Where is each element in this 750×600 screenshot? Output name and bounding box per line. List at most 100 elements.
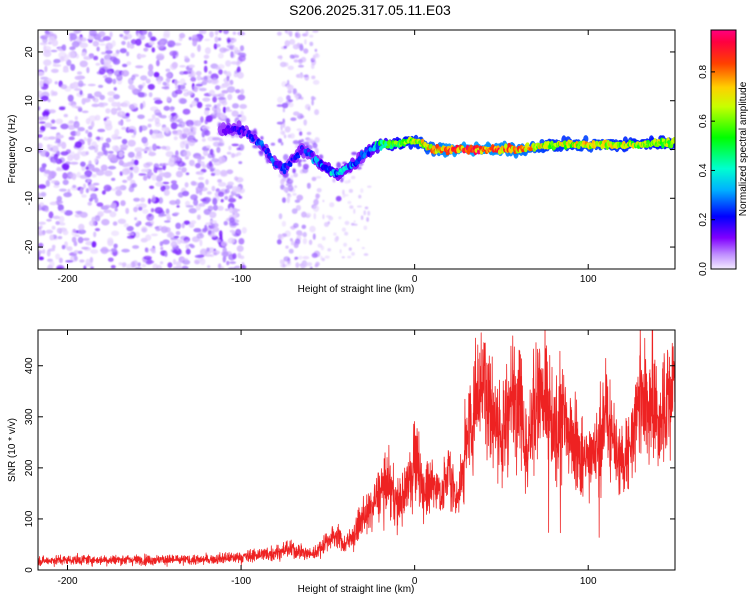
noise-blob — [206, 191, 212, 195]
snr-x-tick-label: 0 — [412, 576, 418, 587]
noise-blob — [77, 229, 87, 235]
noise-blob — [227, 181, 234, 186]
noise-blob — [298, 255, 303, 260]
colorbar-gradient — [710, 29, 737, 270]
spectrogram-x-tick-label: 100 — [580, 274, 597, 285]
noise-blob — [49, 260, 55, 268]
noise-blob — [132, 245, 140, 249]
noise-blob — [166, 96, 171, 102]
noise-blob — [42, 110, 49, 118]
noise-blob — [172, 249, 179, 254]
noise-blob — [42, 249, 46, 254]
noise-blob — [115, 49, 120, 55]
noise-blob — [203, 149, 208, 157]
spectrogram-signal-track — [217, 120, 675, 181]
noise-blob — [278, 173, 282, 178]
noise-blob — [223, 70, 228, 75]
noise-blob — [73, 30, 80, 35]
noise-blob — [241, 264, 247, 269]
noise-blob — [38, 204, 42, 211]
noise-blob — [51, 244, 56, 250]
noise-blob — [276, 239, 282, 245]
noise-blob — [360, 188, 364, 194]
noise-blob — [79, 211, 88, 218]
noise-blob — [78, 250, 83, 255]
noise-blob — [131, 158, 135, 165]
spectrogram-x-label: Height of straight line (km) — [298, 284, 415, 295]
noise-blob — [128, 84, 136, 90]
noise-blob — [321, 257, 325, 262]
noise-blob — [277, 233, 282, 240]
noise-blob — [89, 30, 97, 37]
noise-blob — [212, 77, 218, 84]
noise-blob — [189, 124, 193, 130]
noise-blob — [156, 264, 162, 269]
noise-blob — [39, 166, 46, 173]
noise-blob — [303, 119, 308, 126]
noise-blob — [90, 249, 99, 254]
noise-blob — [115, 189, 122, 197]
noise-blob — [199, 171, 204, 176]
noise-blob — [234, 70, 238, 74]
noise-blob — [296, 194, 304, 201]
noise-blob — [278, 213, 283, 220]
noise-blob — [148, 63, 154, 72]
noise-blob — [283, 62, 289, 67]
noise-blob — [177, 167, 182, 170]
noise-blob — [284, 126, 291, 133]
noise-blob — [77, 236, 84, 244]
noise-blob — [121, 138, 128, 145]
noise-blob — [194, 259, 200, 264]
noise-blob — [237, 94, 246, 101]
noise-blob — [133, 159, 139, 166]
noise-blob — [100, 136, 104, 141]
noise-blob — [141, 263, 147, 268]
noise-blob — [55, 200, 63, 205]
noise-blob — [111, 230, 120, 237]
noise-blob — [82, 98, 91, 103]
noise-blob — [122, 163, 131, 167]
noise-blob — [236, 61, 240, 67]
noise-blob — [286, 83, 293, 90]
noise-blob — [175, 231, 181, 236]
noise-blob — [136, 151, 142, 157]
noise-blob — [293, 111, 300, 116]
noise-blob — [356, 205, 362, 208]
noise-blob — [129, 128, 135, 133]
noise-blob — [125, 112, 130, 117]
noise-blob — [102, 36, 112, 41]
noise-blob — [318, 154, 324, 160]
noise-blob — [286, 196, 291, 204]
noise-blob — [226, 169, 234, 175]
noise-blob — [324, 222, 329, 227]
noise-blob — [87, 93, 93, 97]
noise-blob — [220, 199, 224, 203]
noise-blob — [96, 202, 104, 207]
noise-blob — [43, 45, 52, 52]
noise-blob — [226, 260, 230, 266]
noise-blob — [223, 77, 230, 83]
noise-blob — [92, 182, 100, 186]
noise-blob — [199, 239, 203, 247]
noise-blob — [111, 101, 119, 107]
noise-blob — [57, 236, 63, 240]
noise-blob — [104, 59, 112, 65]
noise-blob — [38, 116, 44, 121]
noise-blob — [183, 240, 189, 244]
noise-blob — [107, 71, 113, 77]
noise-blob — [188, 207, 197, 214]
noise-blob — [186, 90, 193, 96]
noise-blob — [295, 204, 301, 211]
noise-blob — [56, 134, 63, 139]
noise-blob — [88, 160, 92, 167]
noise-blob — [156, 145, 160, 149]
noise-blob — [227, 93, 233, 101]
spectrogram-noise — [38, 30, 372, 269]
noise-blob — [105, 42, 114, 50]
noise-blob — [79, 90, 83, 96]
noise-blob — [204, 254, 212, 257]
noise-blob — [165, 72, 172, 78]
noise-blob — [175, 222, 182, 229]
noise-blob — [110, 203, 117, 209]
noise-blob — [196, 101, 203, 109]
